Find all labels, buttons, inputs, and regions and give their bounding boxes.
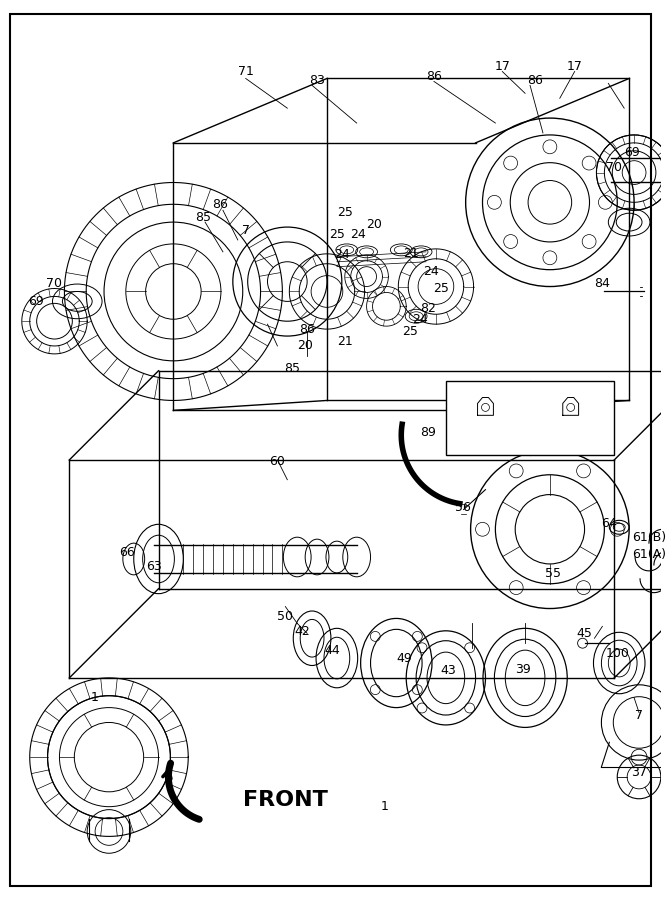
- Bar: [446, 381, 614, 455]
- Text: 88(B): 88(B): [550, 382, 584, 395]
- Text: 85: 85: [284, 363, 300, 375]
- Text: 64: 64: [602, 517, 617, 530]
- Text: 86: 86: [299, 322, 315, 336]
- Text: 69: 69: [28, 295, 43, 308]
- Text: 86: 86: [212, 198, 228, 211]
- Text: 82: 82: [420, 302, 436, 315]
- Text: 85: 85: [195, 211, 211, 224]
- Text: 25: 25: [402, 325, 418, 338]
- Text: 100: 100: [606, 646, 629, 660]
- Text: 66: 66: [119, 545, 135, 559]
- Text: 17: 17: [567, 60, 582, 73]
- Text: 1: 1: [90, 691, 98, 704]
- Text: 61(A): 61(A): [632, 547, 666, 561]
- Text: 24: 24: [334, 248, 350, 261]
- Text: 24: 24: [412, 312, 428, 326]
- Text: 60: 60: [269, 455, 285, 468]
- Text: 25: 25: [337, 206, 353, 219]
- Text: 7: 7: [635, 709, 643, 722]
- Text: 88(A): 88(A): [466, 382, 500, 395]
- Text: 55: 55: [545, 567, 561, 580]
- Text: 20: 20: [297, 339, 313, 353]
- Text: 21: 21: [404, 248, 419, 260]
- Text: 25: 25: [329, 228, 345, 240]
- Text: 24: 24: [423, 266, 439, 278]
- Text: 43: 43: [440, 664, 456, 678]
- Text: 17: 17: [494, 60, 510, 73]
- Text: 70: 70: [606, 161, 622, 174]
- Text: 20: 20: [367, 218, 382, 230]
- Text: 70: 70: [47, 277, 63, 290]
- Text: 69: 69: [624, 147, 640, 159]
- Text: 1: 1: [380, 800, 388, 814]
- Text: 50: 50: [277, 610, 293, 623]
- Text: 44: 44: [324, 644, 340, 657]
- Text: 24: 24: [350, 228, 366, 240]
- Text: 63: 63: [145, 561, 161, 573]
- Text: 49: 49: [396, 652, 412, 664]
- Text: FRONT: FRONT: [243, 789, 327, 810]
- Bar: [661, 153, 667, 163]
- Text: 61(B): 61(B): [632, 531, 666, 544]
- Text: 45: 45: [576, 626, 592, 640]
- Text: 86: 86: [527, 74, 543, 87]
- Text: 7: 7: [241, 223, 249, 237]
- Bar: [661, 177, 667, 187]
- Text: 83: 83: [309, 74, 325, 87]
- Text: 56: 56: [455, 501, 471, 514]
- Text: 25: 25: [433, 282, 449, 295]
- Text: 89: 89: [420, 426, 436, 438]
- Text: 86: 86: [426, 70, 442, 83]
- Text: 39: 39: [515, 663, 531, 677]
- Text: 21: 21: [337, 335, 353, 347]
- Text: 71: 71: [237, 65, 253, 78]
- Text: 37: 37: [631, 766, 647, 778]
- Text: 42: 42: [294, 625, 310, 638]
- Text: 84: 84: [594, 277, 610, 290]
